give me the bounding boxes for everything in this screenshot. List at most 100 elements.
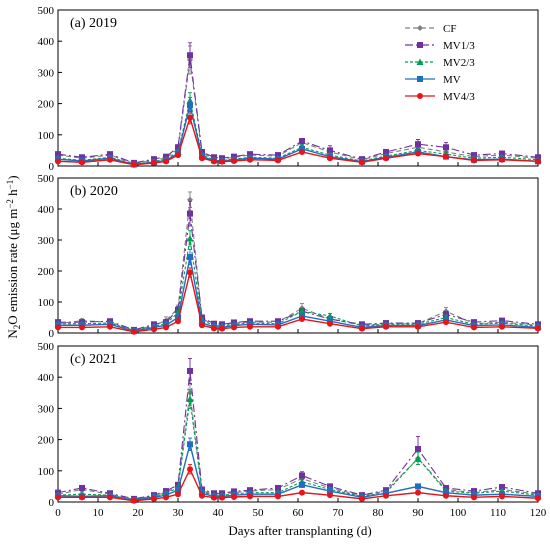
y-axis-title-part: N [5,329,20,339]
series-line [58,213,539,331]
series-line [57,398,539,501]
series-5 [55,110,541,168]
x-tick-label: 100 [450,507,467,519]
data-point [383,155,389,162]
y-tick-label: 200 [38,99,55,111]
y-tick-label: 300 [38,235,55,247]
x-tick-label: 10 [93,507,105,519]
data-point [187,367,193,374]
data-point [414,454,422,462]
x-tick-label: 50 [253,507,265,519]
data-point [163,324,169,331]
data-point [443,153,449,160]
legend-entry: MV1/3 [443,40,475,52]
data-point [219,325,225,332]
y-tick-label: 400 [38,204,55,216]
y-tick-label: 100 [38,130,55,142]
data-point [55,158,61,165]
data-point [175,487,181,494]
y-axis-title-part: −2 [5,199,15,209]
legend-entry: MV2/3 [443,57,475,69]
y-axis-title-part: h [5,189,20,199]
x-tick-label: 110 [490,507,507,519]
data-point [247,323,253,330]
data-point [187,102,193,109]
data-point [199,322,205,329]
y-tick-label: 200 [38,435,55,447]
x-tick-label: 90 [413,507,425,519]
series-line [57,100,539,165]
data-point [211,158,217,165]
legend-entry: MV [443,74,461,86]
series-line [57,199,539,332]
data-point [247,156,253,163]
data-point [107,323,113,330]
data-point [175,152,181,159]
data-point [187,52,193,59]
y-tick-label: 100 [38,297,55,309]
data-point [231,158,237,165]
data-point [415,489,421,496]
data-point [415,323,421,330]
data-point [199,492,205,499]
data-point [383,323,389,330]
y-axis-title-part: 2 [12,325,22,330]
data-point [187,466,193,473]
x-tick-label: 80 [373,507,385,519]
data-point [131,161,137,168]
y-tick-label: 0 [49,497,55,509]
data-point [186,395,194,403]
legend-marker [417,76,423,82]
data-point [163,158,169,165]
legend-marker [416,58,424,65]
data-point [79,324,85,331]
data-point [298,307,306,315]
series-line [57,115,539,166]
data-point [187,441,193,448]
y-axis-title-part: −1 [5,180,15,190]
y-tick-label: 500 [38,5,55,17]
series-4 [55,96,541,168]
data-point [499,323,505,330]
data-point [326,312,334,319]
y-tick-label: 100 [38,466,55,478]
data-point [415,150,421,157]
legend-marker [417,25,423,31]
panel-3: 0 100 200 300 400 500 0 10 20 30 40 50 60 70 80 90 100 11… [38,341,547,519]
plot-frame [57,9,539,167]
data-point [327,320,333,327]
panel-label: (c) 2021 [70,352,117,367]
data-point [327,147,333,154]
data-point [211,494,217,501]
data-point [299,138,305,145]
data-point [247,493,253,500]
data-point [359,159,365,166]
y-tick-label: 300 [38,67,55,79]
data-point [415,445,421,452]
data-point [299,316,305,323]
data-point [299,481,305,488]
data-point [299,145,305,152]
data-point [471,157,477,164]
panel-2: 0 100 200 300 400 500 (b) 2020 [38,173,542,340]
x-tick-label: 60 [293,507,305,519]
data-point [415,141,421,148]
data-point [499,493,505,500]
data-point [131,497,137,504]
y-tick-label: 500 [38,341,55,353]
data-point [299,472,305,479]
data-point [219,158,225,165]
panel-label: (b) 2020 [70,184,118,199]
data-point [231,494,237,501]
data-point [175,144,181,151]
data-point [131,328,137,335]
data-point [107,156,113,163]
data-point [535,325,541,332]
data-point [275,493,281,500]
x-tick-label: 20 [133,507,145,519]
data-point [151,159,157,166]
data-point [299,148,305,155]
data-point [471,494,477,501]
series-line [57,444,539,501]
data-point [175,491,181,498]
